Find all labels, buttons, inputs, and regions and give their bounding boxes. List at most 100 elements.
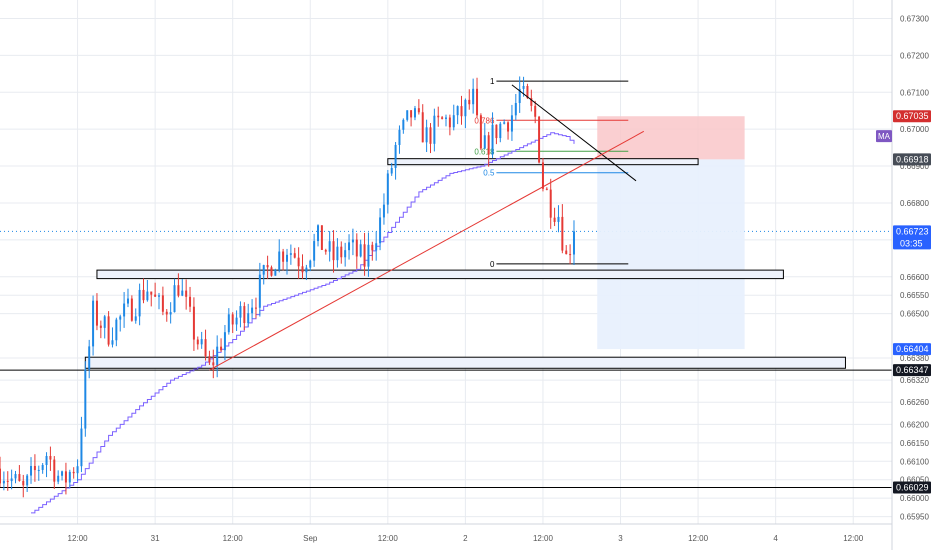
horizontal-lines[interactable] xyxy=(0,369,892,488)
candle-up xyxy=(557,216,560,222)
candle-down xyxy=(243,306,246,324)
candle-down xyxy=(417,108,420,113)
candle-down xyxy=(332,241,335,261)
candle-up xyxy=(317,225,320,242)
candle-up xyxy=(344,250,347,258)
price-tick-label: 0.66100 xyxy=(900,457,929,466)
price-tick-label: 0.66320 xyxy=(900,376,929,385)
price-tick-label: 0.66000 xyxy=(900,494,929,503)
fib-level-label: 0.786 xyxy=(474,116,495,125)
candle-up xyxy=(68,471,71,483)
candle-up xyxy=(313,241,316,261)
ma-line xyxy=(31,132,575,514)
candle-up xyxy=(472,88,475,105)
candle-up xyxy=(336,246,339,261)
candle-down xyxy=(487,135,490,155)
candle-up xyxy=(278,251,281,270)
price-tick-label: 0.66050 xyxy=(900,476,929,485)
price-tick-label: 0.66260 xyxy=(900,398,929,407)
candle-up xyxy=(445,117,447,119)
candle-up xyxy=(92,300,95,347)
price-badge-bg xyxy=(893,481,931,494)
candle-down xyxy=(429,127,432,144)
candle-up xyxy=(452,115,455,128)
zone-middle[interactable] xyxy=(96,269,784,280)
candle-down xyxy=(495,124,498,139)
price-axis[interactable]: 0.67300 0.67200 0.67100 0.67000 0.66900 0.668… xyxy=(891,0,929,550)
price-badge-label: 0.66918 xyxy=(896,154,929,164)
candle-down xyxy=(301,266,304,273)
candle-up xyxy=(103,316,106,328)
candle-down xyxy=(476,88,479,116)
price-tick-label: 0.66380 xyxy=(900,354,929,363)
candle-down xyxy=(507,122,510,132)
candle-up xyxy=(503,122,506,124)
candle-down xyxy=(293,253,296,258)
time-tick-label: 12:00 xyxy=(378,534,399,543)
candle-down xyxy=(549,189,552,218)
candle-down xyxy=(479,115,482,149)
candle-down xyxy=(468,99,471,105)
trendline-black[interactable] xyxy=(511,84,637,182)
candle-up xyxy=(227,314,230,333)
candle-up xyxy=(158,295,161,297)
candle-up xyxy=(251,307,254,314)
candle-up xyxy=(216,346,219,366)
price-tick-label: 0.66550 xyxy=(900,291,929,300)
price-badge-label: 0.66347 xyxy=(896,365,929,375)
candle-down xyxy=(53,459,56,482)
candle-up xyxy=(518,88,521,104)
trendlines[interactable] xyxy=(209,84,645,371)
candle-down xyxy=(270,267,273,276)
candle-up xyxy=(84,369,87,429)
candle-down xyxy=(49,455,52,460)
candle-up xyxy=(76,466,79,474)
candle-down xyxy=(363,244,366,267)
time-tick-label: 12:00 xyxy=(68,534,89,543)
candle-down xyxy=(18,474,21,481)
fib-level-label: 1 xyxy=(490,77,495,86)
take-profit-area[interactable] xyxy=(597,159,745,350)
price-tick-label: 0.67200 xyxy=(900,51,929,60)
candle-up xyxy=(367,244,370,267)
time-axis[interactable]: 12:00 31 12:00 Sep 12:00 2 12:00 3 12:00 4 12:00 xyxy=(0,523,892,543)
candle-down xyxy=(130,298,133,321)
candle-up xyxy=(126,298,129,304)
candle-up xyxy=(413,108,416,118)
position-tool[interactable] xyxy=(597,116,745,350)
time-tick-label: 12:00 xyxy=(688,534,709,543)
candle-down xyxy=(231,314,234,325)
candle-down xyxy=(165,311,168,315)
candle-down xyxy=(0,468,1,484)
fibonacci-retracement[interactable]: 1 0.786 0.618 0.5 0 xyxy=(474,77,629,269)
candle-down xyxy=(33,465,36,471)
candle-down xyxy=(530,98,533,106)
time-tick-label: 4 xyxy=(773,534,778,543)
candle-up xyxy=(37,469,40,471)
candle-up xyxy=(406,110,409,120)
candle-up xyxy=(2,480,5,484)
zone-lower[interactable] xyxy=(84,356,846,369)
candle-up xyxy=(375,243,378,251)
candle-down xyxy=(177,285,180,296)
candle-up xyxy=(305,267,308,273)
candle-up xyxy=(309,260,312,268)
price-badge-label: 0.67035 xyxy=(896,111,929,121)
price-tick-label: 0.66600 xyxy=(900,273,929,282)
candle-up xyxy=(138,289,141,317)
stop-loss-area[interactable] xyxy=(597,116,745,160)
trendline-red[interactable] xyxy=(209,130,645,371)
price-tick-label: 0.65950 xyxy=(900,513,929,522)
candles xyxy=(0,76,575,498)
price-tick-label: 0.66200 xyxy=(900,420,929,429)
countdown-label: 03:35 xyxy=(900,238,923,248)
candle-up xyxy=(200,339,203,345)
candle-up xyxy=(262,265,265,275)
candle-up xyxy=(134,316,137,321)
fib-level-label: 0 xyxy=(490,260,495,269)
candle-up xyxy=(379,217,382,244)
candle-down xyxy=(64,471,67,483)
candle-down xyxy=(95,300,98,326)
